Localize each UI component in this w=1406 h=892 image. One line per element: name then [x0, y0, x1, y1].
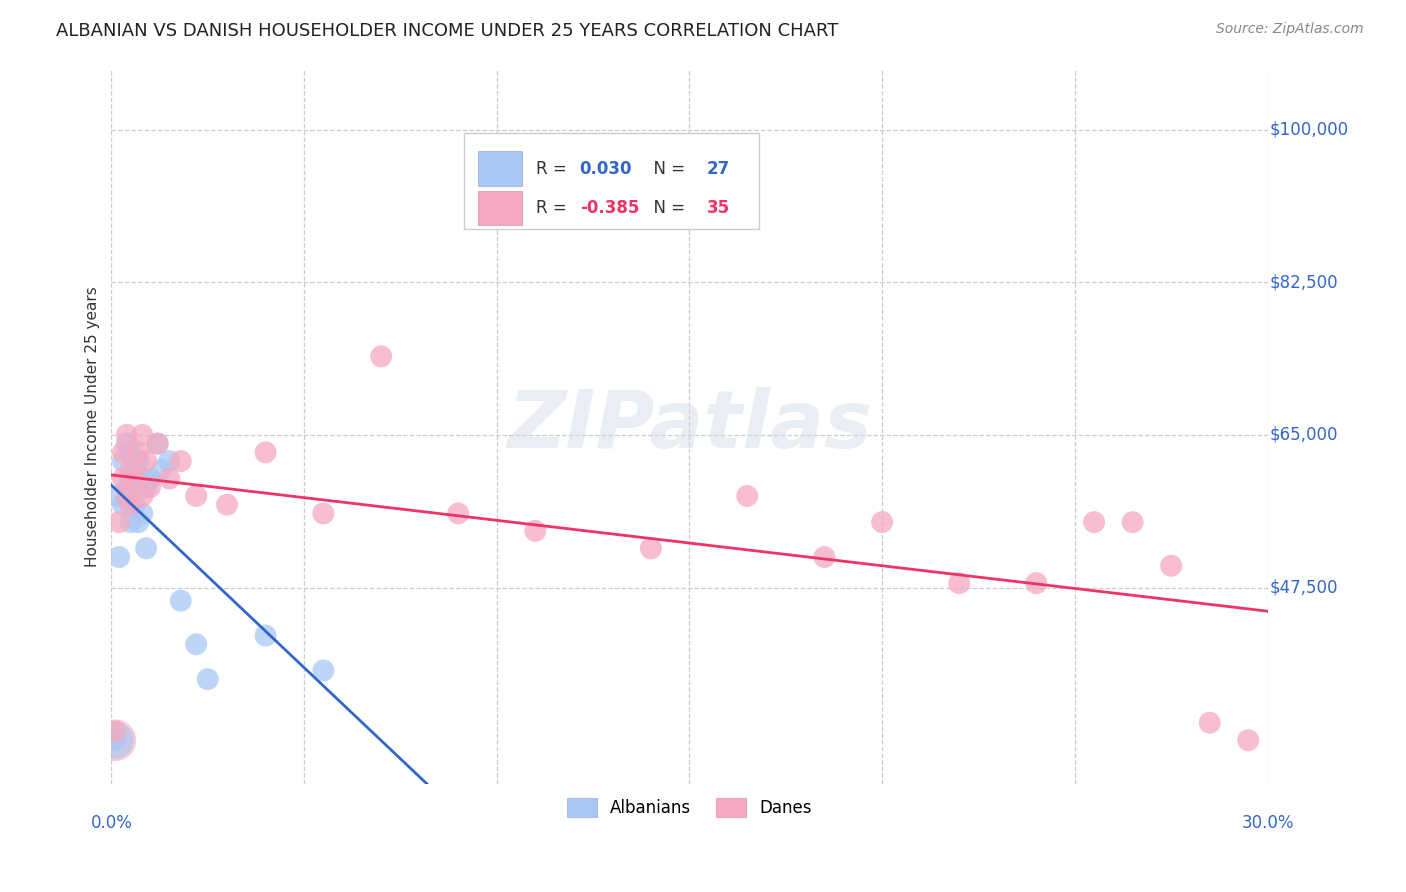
Point — [150, 463, 173, 477]
Point — [157, 471, 180, 485]
Text: R =: R = — [536, 160, 572, 178]
Point — [524, 524, 547, 538]
Point — [104, 724, 127, 739]
Text: -0.385: -0.385 — [579, 199, 638, 218]
Point — [127, 515, 149, 529]
Point — [735, 489, 758, 503]
Point — [813, 549, 835, 564]
Point — [104, 733, 127, 747]
Point — [254, 628, 277, 642]
Point — [197, 672, 219, 686]
Point — [120, 463, 142, 477]
Point — [1083, 515, 1105, 529]
Point — [1025, 576, 1047, 591]
Point — [120, 471, 142, 485]
Point — [131, 507, 153, 521]
Point — [120, 515, 142, 529]
Point — [139, 471, 162, 485]
Point — [115, 428, 138, 442]
Point — [312, 664, 335, 678]
Text: 30.0%: 30.0% — [1241, 814, 1294, 832]
Text: ALBANIAN VS DANISH HOUSEHOLDER INCOME UNDER 25 YEARS CORRELATION CHART: ALBANIAN VS DANISH HOUSEHOLDER INCOME UN… — [56, 22, 838, 40]
Point — [108, 489, 131, 503]
Point — [146, 436, 169, 450]
Point — [111, 471, 134, 485]
Point — [120, 445, 142, 459]
Point — [447, 507, 470, 521]
Point — [1198, 715, 1220, 730]
Point — [312, 507, 335, 521]
Point — [131, 471, 153, 485]
Point — [215, 498, 238, 512]
Point — [131, 428, 153, 442]
Text: Source: ZipAtlas.com: Source: ZipAtlas.com — [1216, 22, 1364, 37]
Point — [186, 637, 208, 651]
Point — [111, 454, 134, 468]
Point — [139, 480, 162, 494]
Point — [120, 498, 142, 512]
Point — [870, 515, 893, 529]
Point — [640, 541, 662, 556]
Point — [104, 733, 127, 747]
Point — [108, 515, 131, 529]
Text: 35: 35 — [707, 199, 730, 218]
Point — [115, 480, 138, 494]
Point — [254, 445, 277, 459]
Text: $100,000: $100,000 — [1270, 120, 1348, 138]
Bar — [478, 191, 522, 226]
Point — [370, 350, 392, 364]
Point — [115, 436, 138, 450]
Text: N =: N = — [643, 199, 690, 218]
Text: 0.0%: 0.0% — [90, 814, 132, 832]
Point — [108, 549, 131, 564]
Point — [124, 471, 146, 485]
Point — [157, 454, 180, 468]
Point — [127, 445, 149, 459]
Point — [124, 498, 146, 512]
Text: $47,500: $47,500 — [1270, 579, 1339, 597]
Text: 0.030: 0.030 — [579, 160, 633, 178]
Point — [170, 454, 193, 468]
Point — [104, 733, 127, 747]
Point — [146, 436, 169, 450]
Bar — [478, 152, 522, 186]
Bar — [464, 133, 759, 229]
Text: $82,500: $82,500 — [1270, 273, 1339, 292]
Point — [1160, 558, 1182, 573]
Point — [135, 480, 157, 494]
Point — [170, 593, 193, 607]
Point — [115, 489, 138, 503]
Text: 27: 27 — [707, 160, 730, 178]
Point — [135, 454, 157, 468]
Point — [186, 489, 208, 503]
Point — [111, 445, 134, 459]
Text: ZIPatlas: ZIPatlas — [508, 387, 872, 466]
Point — [1237, 733, 1260, 747]
Text: $65,000: $65,000 — [1270, 425, 1339, 444]
Point — [948, 576, 970, 591]
Legend: Albanians, Danes: Albanians, Danes — [558, 789, 821, 826]
Text: R =: R = — [536, 199, 572, 218]
Point — [131, 489, 153, 503]
Point — [124, 463, 146, 477]
Point — [1122, 515, 1144, 529]
Point — [127, 454, 149, 468]
Point — [135, 541, 157, 556]
Y-axis label: Householder Income Under 25 years: Householder Income Under 25 years — [86, 285, 100, 566]
Point — [111, 498, 134, 512]
Text: N =: N = — [643, 160, 690, 178]
